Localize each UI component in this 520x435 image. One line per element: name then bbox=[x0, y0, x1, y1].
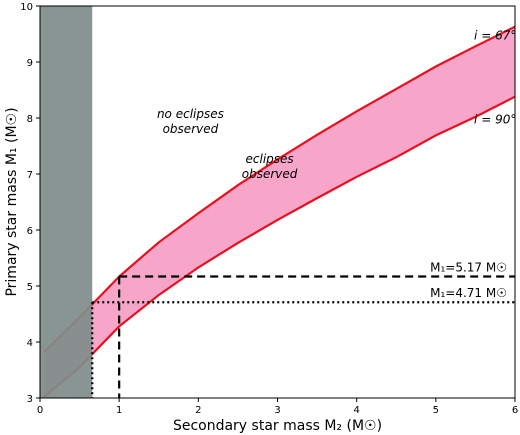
plot-clip-group bbox=[40, 6, 515, 398]
annotation-eclipses: eclipses observed bbox=[242, 152, 298, 181]
x-tick-label: 3 bbox=[274, 405, 280, 416]
x-tick-label: 4 bbox=[353, 405, 359, 416]
curve-label-i90: i = 90° bbox=[474, 113, 516, 127]
y-tick-label: 6 bbox=[27, 226, 33, 237]
axes: 0 1 2 3 4 5 6 3 4 5 6 7 8 9 10 bbox=[20, 2, 518, 416]
y-tick-label: 8 bbox=[27, 114, 33, 125]
eclipse-band bbox=[44, 26, 515, 397]
plot-area: M₁=5.17 M☉ M₁=4.71 M☉ no eclipses observed e… bbox=[40, 6, 516, 398]
x-tick-label: 1 bbox=[116, 405, 122, 416]
series-line-i90 bbox=[43, 95, 515, 398]
y-tick-label: 7 bbox=[27, 170, 33, 181]
x-tick-label: 0 bbox=[37, 405, 43, 416]
x-tick-label: 6 bbox=[512, 405, 518, 416]
x-tick-label: 5 bbox=[433, 405, 439, 416]
ref-line-label-dashed: M₁=5.17 M☉ bbox=[430, 260, 507, 274]
x-tick-label: 2 bbox=[195, 405, 201, 416]
curve-label-i67: i = 67° bbox=[474, 29, 516, 43]
annotation-no-eclipses: no eclipses observed bbox=[157, 107, 224, 136]
y-tick-label: 3 bbox=[27, 394, 33, 405]
y-tick-label: 9 bbox=[27, 58, 33, 69]
y-tick-label: 10 bbox=[20, 2, 33, 13]
ref-line-label-dotted: M₁=4.71 M☉ bbox=[430, 286, 507, 300]
y-axis-title: Primary star mass M₁ (M☉) bbox=[4, 107, 20, 296]
excluded-region bbox=[40, 6, 93, 398]
y-tick-label: 5 bbox=[27, 282, 33, 293]
x-axis-title: Secondary star mass M₂ (M☉) bbox=[173, 418, 382, 434]
y-tick-label: 4 bbox=[27, 338, 33, 349]
